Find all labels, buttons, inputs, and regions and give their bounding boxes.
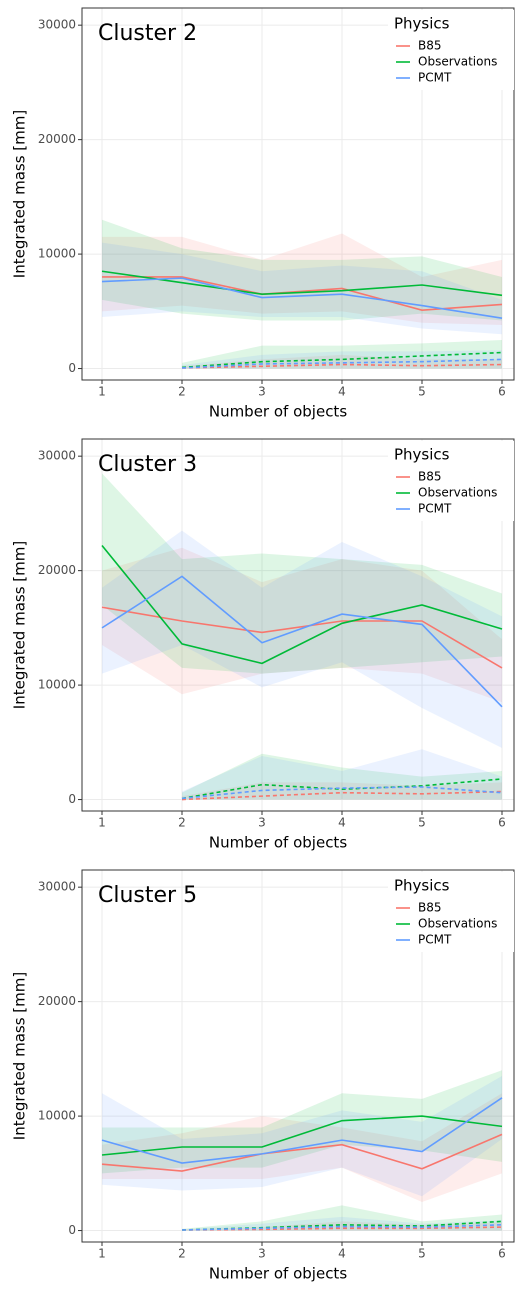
x-tick-label: 4: [338, 385, 346, 399]
y-tick-label: 0: [68, 792, 76, 806]
y-tick-label: 20000: [38, 563, 76, 577]
y-tick-label: 30000: [38, 880, 76, 894]
y-tick-label: 20000: [38, 132, 76, 146]
legend-label: PCMT: [418, 933, 452, 947]
x-tick-label: 2: [178, 816, 186, 830]
x-tick-label: 4: [338, 816, 346, 830]
y-tick-label: 20000: [38, 994, 76, 1008]
x-tick-label: 2: [178, 1247, 186, 1261]
legend-label: B85: [418, 470, 442, 484]
x-tick-label: 3: [258, 1247, 266, 1261]
y-tick-label: 10000: [38, 678, 76, 692]
legend-label: B85: [418, 39, 442, 53]
plot-border: [81, 7, 515, 381]
y-tick-label: 30000: [38, 449, 76, 463]
dashed-line: [181, 778, 503, 800]
y-axis-title: Integrated mass [mm]: [11, 541, 29, 709]
line: [101, 270, 503, 297]
x-axis-title: Number of objects: [209, 1265, 347, 1283]
y-tick-label: 0: [68, 1223, 76, 1237]
dashed-line: [181, 786, 503, 800]
plot-border: [81, 438, 515, 812]
legend-box: [388, 872, 514, 952]
legend-label: PCMT: [418, 502, 452, 516]
line: [101, 1133, 503, 1172]
x-tick-label: 3: [258, 385, 266, 399]
y-axis-title: Integrated mass [mm]: [11, 972, 29, 1140]
annotation: Cluster 3: [98, 452, 197, 477]
legend-label: B85: [418, 901, 442, 915]
y-tick-label: 30000: [38, 18, 76, 32]
legend-title: Physics: [394, 15, 450, 33]
legend-title: Physics: [394, 877, 450, 895]
x-tick-label: 2: [178, 385, 186, 399]
dashed-line: [181, 351, 503, 369]
line: [101, 277, 503, 319]
x-axis-title: Number of objects: [209, 834, 347, 852]
legend-box: [388, 10, 514, 90]
ribbon: [102, 242, 502, 335]
x-axis-title: Number of objects: [209, 403, 347, 421]
panel: 0 10000 20000 30000 1 2 3 4 5 6 Number of objects I…: [11, 7, 515, 421]
legend-box: [388, 441, 514, 521]
x-tick-label: 5: [418, 816, 426, 830]
x-tick-label: 6: [498, 1247, 506, 1261]
legend-label: Observations: [418, 486, 497, 500]
y-tick-label: 0: [68, 361, 76, 375]
x-tick-label: 6: [498, 816, 506, 830]
legend-title: Physics: [394, 446, 450, 464]
dashed-line: [181, 358, 503, 369]
y-tick-label: 10000: [38, 247, 76, 261]
x-tick-label: 1: [98, 385, 106, 399]
y-tick-label: 10000: [38, 1109, 76, 1123]
x-tick-label: 5: [418, 1247, 426, 1261]
line: [102, 276, 503, 311]
dashed-line: [181, 790, 503, 801]
x-tick-label: 3: [258, 816, 266, 830]
x-tick-label: 1: [98, 1247, 106, 1261]
plot-border: [81, 869, 515, 1243]
ribbon: [182, 1205, 502, 1231]
y-axis-title: Integrated mass [mm]: [11, 110, 29, 278]
line: [101, 1097, 503, 1164]
annotation: Cluster 5: [98, 883, 197, 908]
legend-label: Observations: [418, 917, 497, 931]
line: [101, 606, 503, 669]
legend-label: Observations: [418, 55, 497, 69]
annotation: Cluster 2: [98, 21, 197, 46]
x-tick-label: 5: [418, 385, 426, 399]
dashed-line: [181, 1226, 503, 1231]
dashed-line: [181, 1224, 503, 1231]
panel: 0 10000 20000 30000 1 2 3 4 5 6 Number of objects I…: [11, 869, 515, 1283]
line: [101, 1115, 503, 1156]
x-tick-label: 1: [98, 816, 106, 830]
dashed-line: [181, 1220, 503, 1231]
line: [101, 575, 503, 708]
dashed-line: [181, 363, 503, 369]
panel: 0 10000 20000 30000 1 2 3 4 5 6 Number of objects I…: [11, 438, 515, 852]
ribbon: [102, 530, 502, 749]
ribbon: [102, 547, 502, 703]
legend-label: PCMT: [418, 71, 452, 85]
ribbon: [102, 219, 502, 321]
ribbon: [182, 753, 502, 800]
x-tick-label: 6: [498, 385, 506, 399]
line: [101, 544, 503, 665]
x-tick-label: 4: [338, 1247, 346, 1261]
